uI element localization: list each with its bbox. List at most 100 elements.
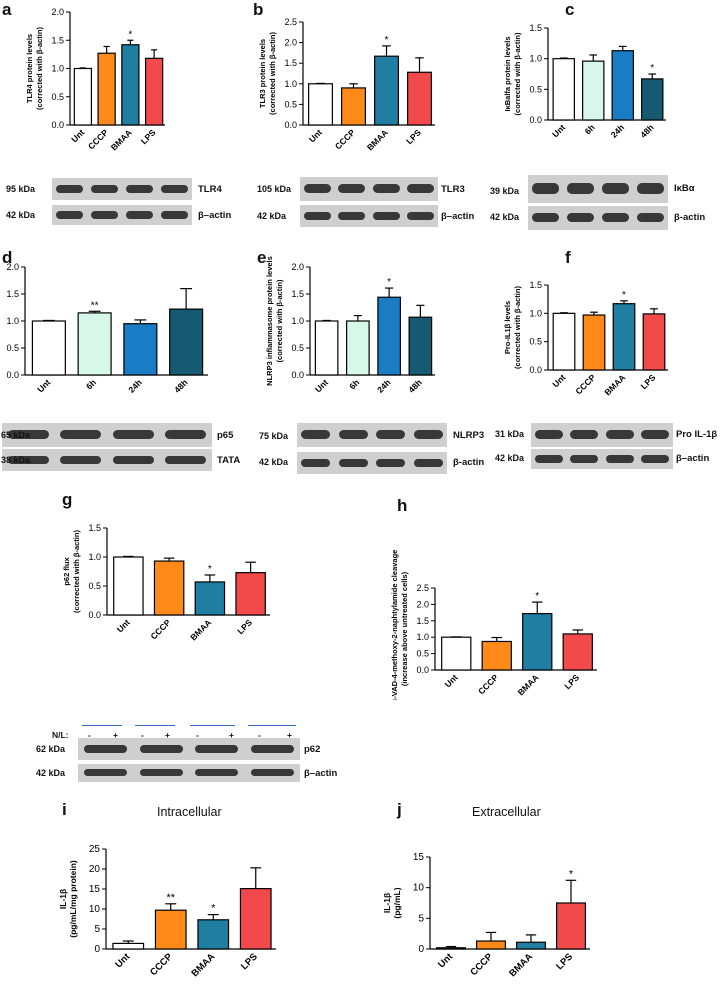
x-tick-label: 6h [347,377,361,391]
x-tick-label: CCCP [148,617,172,641]
y-tick-label: 0.0 [51,120,64,130]
nl-mark: - [88,730,91,740]
y-tick-label: 0.0 [416,665,429,675]
chart-a: 0.0 0.5 1.0 1.5 2.0 TLR4 protein levels (corre… [25,7,165,152]
blot-row-2 [531,449,673,469]
y-tick-label: 1.5 [88,523,101,533]
panel-letter: g [62,490,73,509]
y-tick-label: 1.0 [416,632,429,642]
y-tick-label: 0 [94,944,100,955]
bar [308,83,333,126]
bar [481,640,512,671]
blot-band [90,211,119,219]
x-tick-label: Unt [69,127,86,144]
x-tick-label: 6h [84,377,98,391]
bar [475,940,506,950]
blot-band [570,455,599,463]
blot-row-1 [297,423,447,447]
blot-band [407,211,435,220]
blot-band [165,455,207,464]
bar [377,296,401,376]
x-tick-label: 48h [638,122,655,139]
blot-label: β-actin [453,457,485,468]
panel-c: c 0.0 0.5 1.0 1.5 IκBalfa protein levels (cor… [488,0,726,235]
bar [374,55,399,126]
blot-band [372,184,400,194]
chart-d: 0.00.51.01.52.0Nuclear NF-kB p65 protein… [6,262,208,395]
x-tick-label: CCCP [573,372,597,396]
x-tick-label: CCCP [148,951,175,978]
blot-row-1 [52,178,192,200]
blot-band [566,183,595,195]
significance-marker: * [622,290,626,301]
y-axis-label: Ac-VAD-4-methoxy-2-naphtylamide cleavage [390,550,399,700]
blot-band [139,769,183,777]
chart-b: 0.0 0.5 1.0 1.5 2.0 2.5 TLR3 protein levels (co… [258,17,435,152]
y-tick-label: 10 [89,904,101,915]
panel-h: h 0.0 0.5 1.0 1.5 2.0 2.5 Ac-VAD-4-methoxy-2-n… [365,490,665,750]
blot-label: Pro IL-1β [676,429,718,440]
x-tick-label: LPS [562,672,581,691]
y-tick-label: 0.0 [6,370,19,380]
panel-f: f 0.0 0.5 1.0 1.5 Pro-IL1β levels (corrected … [493,245,726,475]
group-line [135,725,175,726]
significance-marker: * [535,591,539,602]
bar [341,87,366,126]
nl-mark: - [196,730,199,740]
blot-row-1 [528,175,668,203]
chart-c: 0.0 0.5 1.0 1.5 IκBalfa protein levels (corre… [503,23,666,140]
x-tick-label: Unt [550,122,567,139]
bar [112,942,145,950]
kda-label: 62 kDa [36,744,66,754]
blot-label: β–actin [676,453,710,464]
x-tick-label: BMAA [188,617,213,642]
y-axis-label: (pg/mL/mg protein) [68,860,78,938]
blot-label: TLR3 [441,184,465,195]
panel-letter: i [62,800,67,819]
blot-band [250,744,294,753]
panel-e: e 0.0 0.5 1.0 1.5 2.0 NLRP3 inflammasome prot… [255,245,495,475]
kda-label: 38 kDa [1,455,31,465]
panel-j: j Extracellular 0 5 10 15 IL-1β (pg/mL) Unt CCC… [365,800,665,991]
kda-label: 105 kDa [257,184,292,194]
panel-letter: a [2,0,12,19]
blot-band [531,183,560,195]
x-tick-label: CCCP [333,127,357,151]
y-tick-label: 2.5 [416,583,429,593]
blot-band [160,184,189,193]
y-tick-label: 2.0 [291,262,304,272]
y-tick-label: 1.5 [529,280,542,290]
blot-row-2 [52,205,192,225]
blot-band [570,430,599,440]
y-tick-label: 1.5 [291,289,304,299]
y-axis-label: IκBalfa protein levels [503,36,512,111]
nl-mark: + [165,730,170,740]
bar [169,308,204,376]
x-tick-label: CCCP [468,951,495,978]
x-tick-label: BMAA [507,951,535,979]
bar [556,902,587,950]
y-tick-label: 0.0 [291,370,304,380]
blot-band [413,458,443,467]
blot-band [338,184,366,194]
y-tick-label: 1.5 [529,23,542,33]
blot-band [60,430,102,440]
y-tick-label: 2.5 [284,17,297,27]
blot-row-2 [297,452,447,474]
bar [408,316,433,376]
blot-band [112,430,154,440]
blot-label: p65 [217,430,234,441]
blot-band [605,455,634,463]
kda-label: 42 kDa [490,212,520,222]
blot-band [55,211,84,219]
x-tick-label: BMAA [189,951,217,979]
blot-band [55,184,84,193]
blot-label: IκBα [674,183,695,194]
y-tick-label: 1.0 [291,316,304,326]
y-tick-label: 0.5 [416,649,429,659]
bar [194,581,226,616]
x-tick-label: BMAA [109,127,134,152]
significance-marker: ** [91,300,99,311]
blot-row-1 [2,423,212,447]
y-tick-label: 0.5 [284,99,297,109]
